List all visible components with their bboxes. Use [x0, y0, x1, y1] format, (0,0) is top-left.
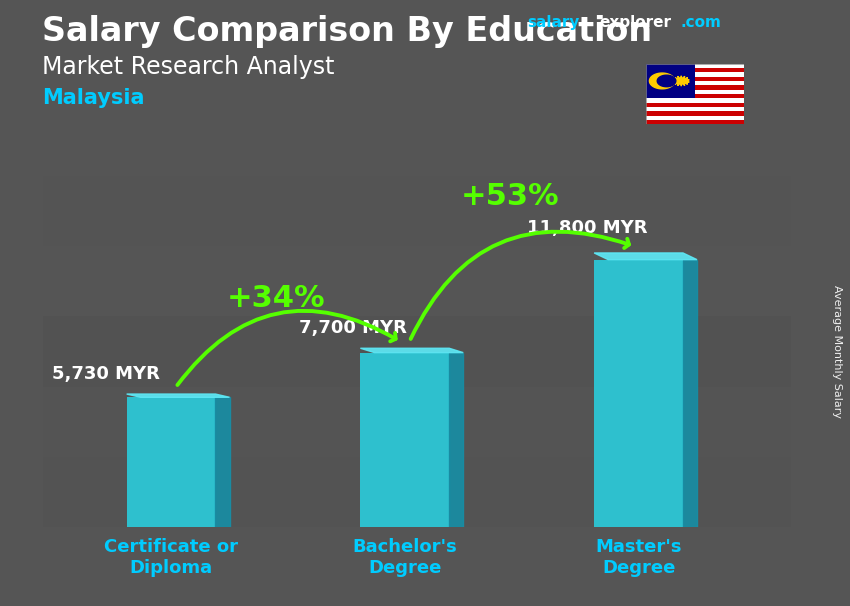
- Polygon shape: [683, 259, 697, 527]
- Text: Malaysia: Malaysia: [42, 88, 145, 108]
- Text: salary: salary: [527, 15, 580, 30]
- Bar: [646, 98, 744, 102]
- Polygon shape: [649, 73, 675, 89]
- Bar: [646, 102, 744, 107]
- Text: +34%: +34%: [227, 284, 326, 313]
- Text: 11,800 MYR: 11,800 MYR: [527, 219, 648, 237]
- Text: Average Monthly Salary: Average Monthly Salary: [832, 285, 842, 418]
- Polygon shape: [127, 394, 230, 398]
- Text: explorer: explorer: [599, 15, 672, 30]
- Text: Market Research Analyst: Market Research Analyst: [42, 55, 335, 79]
- Text: 5,730 MYR: 5,730 MYR: [52, 365, 160, 383]
- Bar: [646, 64, 694, 98]
- Text: .com: .com: [680, 15, 721, 30]
- Text: +53%: +53%: [461, 182, 559, 211]
- Polygon shape: [594, 253, 697, 259]
- Bar: [646, 107, 744, 112]
- Bar: [646, 81, 744, 85]
- Bar: [646, 85, 744, 90]
- Bar: [42, 387, 790, 457]
- Text: Salary Comparison By Education: Salary Comparison By Education: [42, 15, 653, 48]
- Polygon shape: [360, 348, 463, 353]
- Bar: [646, 120, 744, 124]
- Bar: [646, 116, 744, 120]
- Bar: [594, 259, 683, 527]
- Bar: [646, 72, 744, 76]
- Bar: [360, 353, 449, 527]
- Bar: [42, 246, 790, 316]
- Bar: [42, 316, 790, 387]
- Bar: [646, 90, 744, 94]
- Bar: [646, 64, 744, 68]
- Bar: [42, 176, 790, 246]
- Bar: [646, 112, 744, 116]
- Text: 7,700 MYR: 7,700 MYR: [299, 319, 407, 337]
- Bar: [127, 398, 216, 527]
- Polygon shape: [449, 353, 463, 527]
- Bar: [646, 76, 744, 81]
- Bar: [42, 457, 790, 527]
- Polygon shape: [673, 76, 689, 86]
- Bar: [646, 68, 744, 72]
- Polygon shape: [215, 398, 230, 527]
- Bar: [646, 94, 744, 98]
- Polygon shape: [657, 75, 676, 87]
